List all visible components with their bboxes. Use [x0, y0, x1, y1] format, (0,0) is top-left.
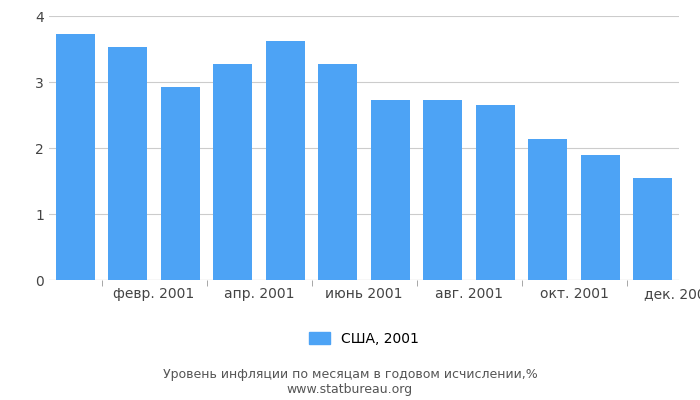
Bar [423, 100, 463, 280]
Bar [265, 41, 305, 280]
Bar [160, 87, 200, 280]
Bar [108, 47, 148, 280]
Bar [213, 64, 253, 280]
Bar [370, 100, 410, 280]
Legend: США, 2001: США, 2001 [309, 332, 419, 346]
Bar [633, 178, 673, 280]
Bar [475, 105, 515, 280]
Bar [55, 34, 95, 280]
Bar [580, 154, 620, 280]
Text: Уровень инфляции по месяцам в годовом исчислении,%: Уровень инфляции по месяцам в годовом ис… [162, 368, 538, 381]
Text: www.statbureau.org: www.statbureau.org [287, 383, 413, 396]
Bar [318, 64, 358, 280]
Bar [528, 140, 568, 280]
